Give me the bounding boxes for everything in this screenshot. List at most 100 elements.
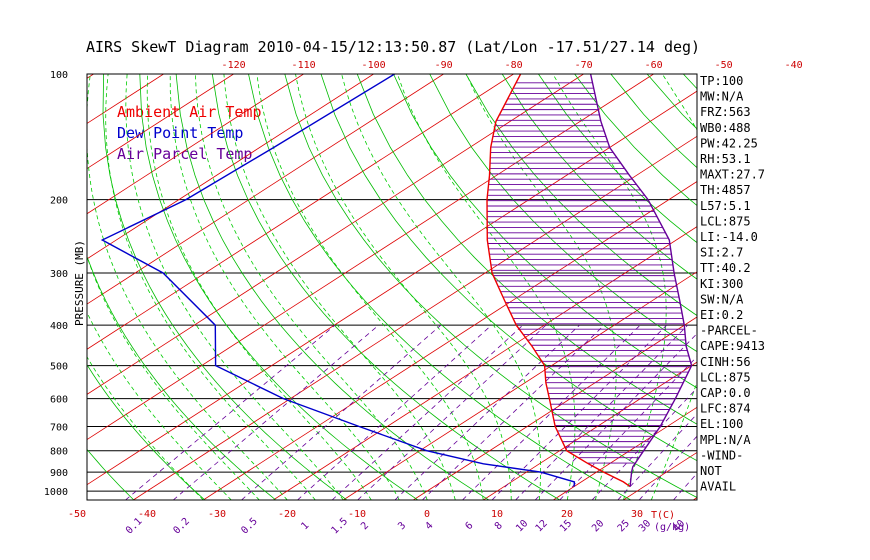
pressure-tick-label: 200 bbox=[50, 196, 68, 207]
pressure-tick-label: 400 bbox=[50, 321, 68, 332]
isotherm-line bbox=[87, 74, 374, 260]
y-axis-label: PRESSURE (MB) bbox=[73, 240, 86, 326]
isotherm-line bbox=[203, 181, 697, 500]
index-item: MPL:N/A bbox=[700, 433, 751, 447]
index-item: EI:0.2 bbox=[700, 308, 743, 322]
isotherm-line bbox=[553, 406, 697, 500]
mixing-ratio-tick-label: 20 bbox=[590, 518, 606, 534]
mixing-ratio-tick-label: 2 bbox=[359, 520, 371, 532]
pressure-tick-label: 700 bbox=[50, 423, 68, 434]
mixing-ratio-line bbox=[462, 324, 641, 500]
moist-adiabat-line bbox=[295, 74, 512, 500]
index-item: SI:2.7 bbox=[700, 246, 743, 260]
mixing-ratio-line bbox=[241, 324, 442, 500]
dry-adiabat-line bbox=[175, 74, 490, 500]
dry-adiabat-line bbox=[87, 255, 277, 500]
chart-legend: Ambient Air Temp Dew Point Temp Air Parc… bbox=[117, 103, 262, 163]
pressure-tick-label: 300 bbox=[50, 269, 68, 280]
pressure-tick-label: 600 bbox=[50, 395, 68, 406]
dry-adiabat-line bbox=[393, 74, 697, 389]
dry-adiabat-line bbox=[756, 74, 870, 500]
plot-area bbox=[0, 74, 870, 500]
isotherm-line bbox=[0, 74, 24, 500]
top-temp-tick-label: -100 bbox=[362, 60, 386, 71]
top-temp-tick-label: -70 bbox=[575, 60, 593, 71]
plot-frame bbox=[86, 73, 698, 501]
mixing-ratio-line bbox=[357, 324, 547, 500]
isotherm-line bbox=[483, 361, 697, 500]
index-item: L57:5.1 bbox=[700, 199, 751, 213]
isotherm-line bbox=[413, 316, 697, 500]
mixing-ratio-tick-label: 0.2 bbox=[171, 516, 192, 537]
index-item: LCL:875 bbox=[700, 370, 751, 384]
pressure-tick-label: 100 bbox=[50, 70, 68, 81]
x-axis-label: T(C) bbox=[651, 510, 675, 521]
pressure-tick-label: 1000 bbox=[44, 487, 68, 498]
index-item: MW:N/A bbox=[700, 90, 744, 104]
index-item: PW:42.25 bbox=[700, 136, 758, 150]
isotherm-line bbox=[133, 135, 697, 500]
isotherm-line bbox=[87, 74, 514, 350]
mixing-ratio-line bbox=[515, 324, 688, 500]
mixing-ratio-line bbox=[638, 435, 697, 500]
pressure-tick-label: 800 bbox=[50, 447, 68, 458]
moist-adiabat-line bbox=[125, 74, 344, 500]
dry-adiabat-line bbox=[646, 74, 697, 130]
mixing-ratio-line bbox=[559, 355, 697, 500]
index-item: LFC:874 bbox=[700, 402, 751, 416]
mixing-ratio-line bbox=[394, 324, 580, 500]
index-item: LI:-14.0 bbox=[700, 230, 758, 244]
mixing-ratio-unit-label: (g/kg) bbox=[654, 522, 690, 533]
moist-adiabat-line bbox=[465, 74, 617, 500]
legend-parcel: Air Parcel Temp bbox=[117, 145, 252, 163]
mixing-ratio-line bbox=[172, 324, 379, 500]
dry-adiabat-line bbox=[828, 74, 870, 500]
isotherm-line bbox=[273, 226, 697, 500]
legend-dew: Dew Point Temp bbox=[117, 124, 243, 142]
index-item: TP:100 bbox=[700, 74, 743, 88]
legend-temp: Ambient Air Temp bbox=[117, 103, 262, 121]
dry-adiabat-line bbox=[429, 74, 697, 353]
bottom-temp-tick-label: -30 bbox=[208, 509, 226, 520]
top-temp-tick-label: -40 bbox=[785, 60, 803, 71]
parcel-temp-line bbox=[589, 74, 693, 487]
mixing-ratio-tick-label: 4 bbox=[424, 520, 436, 532]
dry-adiabat-line bbox=[102, 74, 348, 500]
bottom-temp-tick-label: 30 bbox=[631, 509, 643, 520]
index-item: MAXT:27.7 bbox=[700, 168, 765, 182]
moist-adiabat-line bbox=[223, 74, 456, 500]
top-temp-tick-label: -80 bbox=[505, 60, 523, 71]
isotherm-line bbox=[87, 74, 444, 305]
mixing-ratio-line bbox=[534, 333, 697, 500]
top-temp-tick-label: -60 bbox=[645, 60, 663, 71]
ambient-temp-line bbox=[486, 74, 631, 488]
index-item: TH:4857 bbox=[700, 183, 751, 197]
moist-adiabat-line bbox=[256, 74, 484, 500]
bottom-temp-tick-label: -10 bbox=[348, 509, 366, 520]
isotherm-line bbox=[833, 74, 870, 500]
index-item: FRZ:563 bbox=[700, 105, 751, 119]
moist-adiabat-line bbox=[341, 74, 541, 500]
dry-adiabat-line bbox=[248, 74, 631, 500]
moist-adiabat-line bbox=[552, 74, 667, 500]
dry-adiabat-line bbox=[501, 74, 697, 280]
dew-point-line bbox=[100, 74, 576, 487]
index-item: CINH:56 bbox=[700, 355, 751, 369]
mixing-ratio-tick-label: 15 bbox=[558, 518, 574, 534]
bottom-temp-tick-label: -40 bbox=[138, 509, 156, 520]
moist-adiabat-line bbox=[195, 74, 428, 500]
bottom-temp-tick-label: 10 bbox=[491, 509, 503, 520]
moist-adiabat-line bbox=[105, 74, 316, 500]
top-temp-tick-label: -50 bbox=[715, 60, 733, 71]
mixing-ratio-tick-label: 25 bbox=[616, 518, 632, 534]
dry-adiabat-line bbox=[356, 74, 697, 425]
dry-adiabat-line bbox=[792, 74, 870, 500]
pressure-tick-label: 500 bbox=[50, 362, 68, 373]
dry-adiabat-line bbox=[211, 74, 561, 500]
dry-adiabat-line bbox=[87, 364, 206, 500]
moist-adiabat-line bbox=[397, 74, 576, 500]
index-item: -PARCEL- bbox=[700, 324, 758, 338]
dry-adiabat-line bbox=[320, 74, 697, 462]
index-item: KI:300 bbox=[700, 277, 743, 291]
top-temp-tick-label: -120 bbox=[222, 60, 246, 71]
